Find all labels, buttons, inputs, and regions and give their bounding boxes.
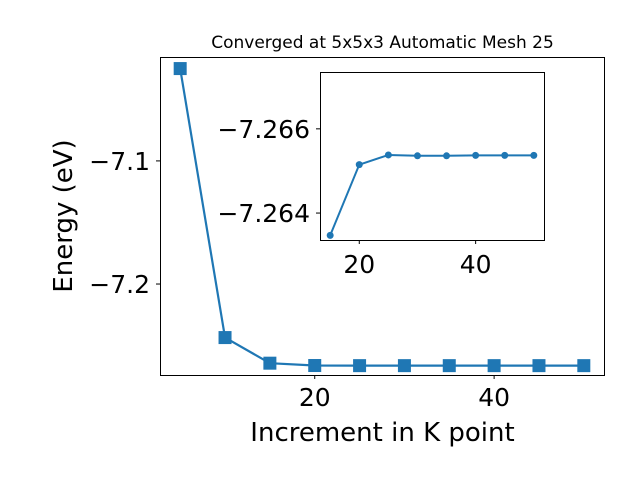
main-data-point — [218, 331, 232, 345]
main-x-tick-label: 20 — [299, 383, 331, 412]
inset-data-point — [355, 161, 363, 169]
inset-x-tick-label: 20 — [343, 250, 375, 279]
main-data-point — [308, 359, 322, 373]
main-data-point — [263, 356, 277, 370]
main-series-line — [179, 68, 584, 367]
chart-title: Converged at 5x5x3 Automatic Mesh 25 — [211, 33, 554, 53]
inset-series — [326, 151, 538, 239]
inset-y-tick-label: −7.266 — [217, 115, 310, 144]
main-data-point — [487, 359, 501, 373]
inset-data-point — [384, 151, 392, 159]
main-data-point — [353, 359, 367, 373]
main-plot-frame — [160, 57, 605, 376]
main-data-point — [173, 62, 187, 76]
main-y-ticks: −7.1 −7.2 — [89, 147, 160, 299]
main-series — [173, 62, 591, 373]
inset-data-point — [501, 151, 509, 159]
main-data-point — [577, 359, 591, 373]
inset-y-ticks: −7.266 −7.264 — [217, 115, 320, 228]
main-axes: 20 40 −7.1−7.2 — [89, 57, 605, 412]
inset-data-point — [530, 151, 538, 159]
main-data-point — [397, 359, 411, 373]
main-y-tick-label: −7.2 — [89, 270, 150, 299]
main-data-point — [532, 359, 546, 373]
main-x-tick-label: 40 — [478, 383, 510, 412]
main-y-tick-label: −7.1 — [89, 147, 150, 176]
inset-data-point — [413, 152, 421, 160]
inset-y-tick-label: −7.264 — [217, 199, 310, 228]
inset-x-ticks: 20 40 — [343, 240, 492, 279]
inset-series-line — [329, 153, 534, 236]
inset-data-point — [443, 152, 451, 160]
y-axis-label: Energy (eV) — [49, 139, 79, 292]
inset-data-point — [472, 151, 480, 159]
main-data-point — [442, 359, 456, 373]
inset-axes: 20 40 −7.266−7.264 — [217, 72, 545, 279]
x-axis-label: Increment in K point — [250, 418, 514, 448]
inset-plot-frame — [320, 72, 545, 241]
main-x-ticks: 20 40 — [299, 375, 510, 412]
inset-x-tick-label: 40 — [460, 250, 492, 279]
inset-data-point — [326, 231, 334, 239]
